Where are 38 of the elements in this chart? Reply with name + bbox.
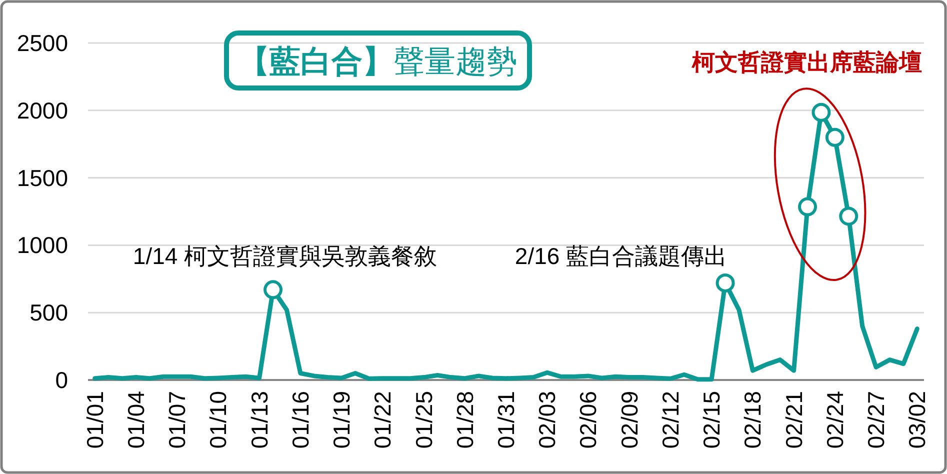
x-tick-label: 02/09 bbox=[616, 391, 642, 449]
annotation: 2/16 藍白合議題傳出 bbox=[514, 243, 728, 269]
x-tick-label: 02/27 bbox=[863, 391, 890, 449]
title: 【藍白合】聲量趨勢 bbox=[224, 30, 532, 90]
annotation: 柯文哲證實出席藍論壇 bbox=[692, 49, 922, 75]
x-tick-label: 01/19 bbox=[328, 391, 355, 449]
y-tick-label: 500 bbox=[30, 300, 68, 326]
y-tick-label: 1500 bbox=[16, 164, 68, 191]
point bbox=[264, 280, 283, 300]
point bbox=[812, 102, 831, 122]
x-tick-label: 02/06 bbox=[575, 391, 602, 449]
x-tick-label: 02/21 bbox=[780, 391, 807, 449]
y-tick-label: 2000 bbox=[16, 97, 68, 124]
x-tick-label: 01/16 bbox=[287, 391, 314, 449]
y-tick-label: 2500 bbox=[16, 30, 68, 56]
x-tick-label: 02/15 bbox=[698, 391, 725, 449]
x-tick-label: 02/18 bbox=[740, 391, 766, 449]
x-tick-label: 01/10 bbox=[205, 391, 232, 449]
y-tick-label: 0 bbox=[55, 367, 68, 393]
point bbox=[798, 197, 818, 216]
x-tick-label: 01/13 bbox=[246, 391, 272, 449]
chart-title: 【藍白合】聲量趨勢 bbox=[238, 44, 518, 78]
point bbox=[716, 273, 735, 292]
x-tick-label: 01/04 bbox=[122, 390, 149, 449]
point bbox=[825, 128, 844, 147]
y-tick-label: 1000 bbox=[16, 232, 68, 258]
point bbox=[839, 206, 858, 226]
x-tick-label: 02/24 bbox=[822, 390, 848, 449]
x-tick-label: 01/31 bbox=[493, 391, 519, 449]
x-tick-label: 01/01 bbox=[82, 391, 108, 449]
x-tick-label: 01/25 bbox=[410, 391, 437, 449]
x-tick-label: 01/22 bbox=[370, 391, 396, 449]
x-tick-label: 01/28 bbox=[452, 391, 478, 449]
x-tick-label: 02/12 bbox=[657, 391, 684, 449]
x-tick-label: 03/02 bbox=[904, 391, 930, 449]
annotation: 1/14 柯文哲證實與吳敦義餐敘 bbox=[132, 243, 438, 269]
x-tick-label: 01/07 bbox=[164, 391, 190, 449]
x-tick-label: 02/03 bbox=[534, 391, 560, 449]
